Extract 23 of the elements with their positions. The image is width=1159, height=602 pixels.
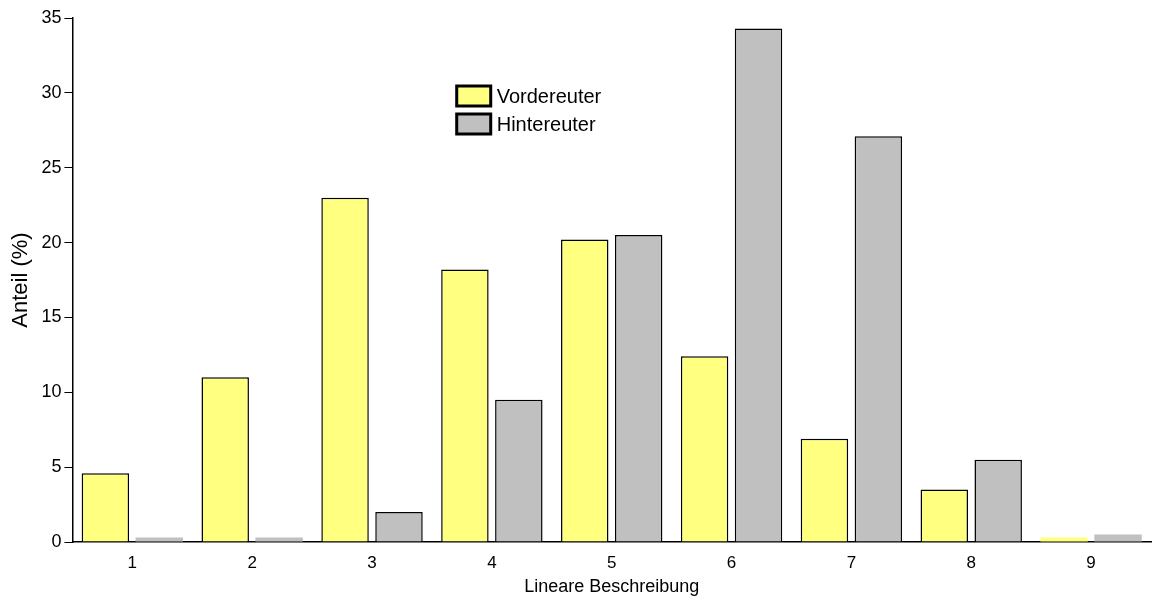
y-tick-label: 30 — [41, 81, 62, 102]
y-tick-label: 5 — [51, 456, 62, 477]
y-tick-label: 0 — [51, 530, 62, 551]
x-tick-label: 5 — [606, 552, 617, 572]
y-axis-title: Anteil (%) — [7, 232, 33, 328]
y-tick-label: 10 — [41, 381, 62, 402]
x-tick-label: 4 — [487, 552, 497, 572]
legend-label: Hintereuter — [496, 112, 596, 135]
x-tick-label: 3 — [367, 552, 377, 572]
x-tick-label: 2 — [247, 552, 257, 572]
x-tick-label: 9 — [1086, 552, 1096, 572]
bar — [255, 537, 303, 542]
x-tick-label: 6 — [726, 552, 737, 572]
x-axis-title: Lineare Beschreibung — [524, 576, 700, 597]
y-tick-label: 20 — [41, 231, 62, 252]
x-tick-label: 1 — [127, 552, 138, 572]
legend-label: Vordereuter — [496, 84, 602, 107]
x-tick-label: 7 — [846, 552, 857, 572]
y-tick-label: 35 — [41, 6, 62, 27]
x-tick-label: 8 — [966, 552, 976, 572]
y-tick-label: 25 — [41, 156, 62, 177]
y-tick-label: 15 — [41, 306, 62, 327]
bar — [1094, 534, 1142, 542]
